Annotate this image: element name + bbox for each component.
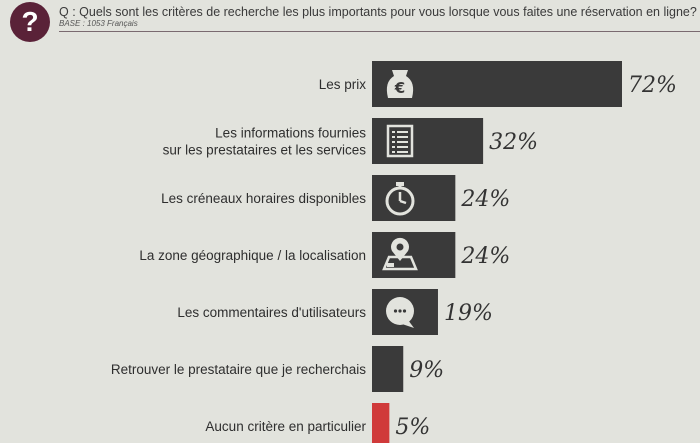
category-label: sur les prestataires et les services bbox=[163, 143, 367, 158]
document-list-icon bbox=[386, 124, 414, 158]
map-pin-icon bbox=[382, 237, 418, 271]
value-label: 5% bbox=[395, 415, 430, 440]
euro-moneybag-icon: € bbox=[386, 70, 414, 98]
category-label: Les créneaux horaires disponibles bbox=[161, 191, 366, 206]
value-label: 24% bbox=[460, 187, 510, 212]
category-label: Les prix bbox=[319, 77, 367, 92]
category-label: Aucun critère en particulier bbox=[205, 419, 366, 434]
category-label: Les commentaires d'utilisateurs bbox=[177, 305, 366, 320]
category-label: Les informations fournies bbox=[215, 126, 366, 141]
bar-4 bbox=[372, 232, 456, 278]
value-label: 24% bbox=[460, 244, 510, 269]
category-label: La zone géographique / la localisation bbox=[139, 248, 366, 263]
value-label: 19% bbox=[444, 301, 493, 326]
bar-1 bbox=[372, 61, 622, 107]
stopwatch-icon bbox=[385, 182, 415, 216]
header-divider bbox=[59, 31, 700, 32]
base-note: BASE : 1053 Français bbox=[59, 19, 138, 28]
value-label: 32% bbox=[489, 130, 538, 155]
bar-7 bbox=[372, 403, 390, 443]
question-text: Q : Quels sont les critères de recherche… bbox=[59, 5, 697, 19]
value-label: 72% bbox=[628, 73, 677, 98]
question-badge-icon: ? bbox=[10, 2, 50, 42]
svg-text:€: € bbox=[394, 79, 405, 97]
category-label: Retrouver le prestataire que je recherch… bbox=[111, 362, 366, 377]
bar-6 bbox=[372, 346, 404, 392]
speech-bubble-icon bbox=[386, 297, 414, 328]
value-label: 9% bbox=[409, 358, 444, 383]
chart-header: ? Q : Quels sont les critères de recherc… bbox=[0, 0, 700, 44]
